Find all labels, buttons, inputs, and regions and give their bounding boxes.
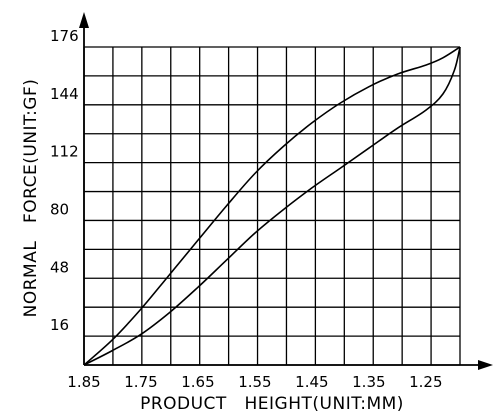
y-tick-label: 48: [50, 258, 69, 276]
x-tick-label: 1.55: [238, 373, 271, 391]
x-tick-label: 1.25: [409, 373, 442, 391]
y-axis-label: NORMAL FORCE(UNIT:GF): [21, 79, 41, 318]
x-tick-label: 1.65: [181, 373, 214, 391]
x-tick-label: 1.85: [67, 373, 100, 391]
x-tick-label: 1.45: [295, 373, 328, 391]
upper-curve: [83, 46, 461, 366]
y-tick-label: 80: [50, 200, 69, 218]
tick-labels: 1.85 1.75 1.65 1.55 1.45 1.35 1.25 16 48 80 112 144…: [50, 27, 443, 391]
curves: [83, 46, 461, 366]
y-tick-label: 16: [50, 316, 69, 334]
x-tick-label: 1.75: [124, 373, 157, 391]
y-tick-label: 176: [50, 27, 79, 45]
y-tick-label: 112: [50, 143, 79, 161]
x-tick-label: 1.35: [352, 373, 385, 391]
axes: [79, 12, 493, 370]
y-axis-arrow-icon: [79, 12, 89, 28]
y-tick-label: 144: [50, 85, 79, 103]
x-axis-label: PRODUCT HEIGHT(UNIT:MM): [140, 394, 404, 414]
grid: [83, 46, 461, 366]
x-axis-arrow-icon: [478, 360, 493, 370]
lower-curve: [83, 46, 461, 366]
